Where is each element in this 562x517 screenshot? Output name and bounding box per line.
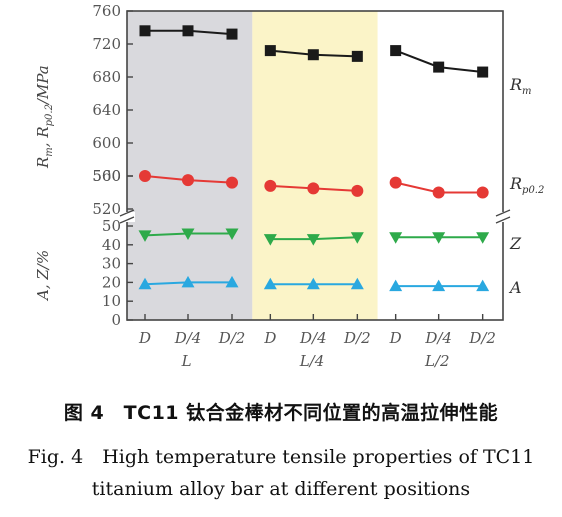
- lower-data-point: [181, 275, 195, 288]
- lower-data-point: [225, 275, 239, 288]
- lower-data-point: [389, 279, 403, 292]
- upper-data-point: [139, 170, 151, 182]
- y-tick-label: 760: [92, 2, 121, 20]
- y-tick-label: 600: [92, 134, 121, 152]
- y-tick-label: 30: [102, 255, 121, 273]
- x-tick-label: D: [389, 329, 402, 347]
- upper-data-point: [476, 186, 489, 199]
- lower-data-point: [350, 232, 364, 244]
- x-tick-label: D/4: [174, 329, 202, 347]
- axis-break-mark: [495, 209, 511, 217]
- upper-data-point: [307, 49, 319, 61]
- x-tick-label: D: [138, 329, 151, 347]
- caption-english-line1: Fig. 4 High temperature tensile properti…: [27, 446, 535, 468]
- upper-data-point: [389, 176, 402, 189]
- lower-data-point: [350, 277, 364, 290]
- x-tick-label: D/2: [218, 329, 246, 347]
- y-tick-label: 640: [92, 101, 121, 119]
- upper-data-point: [433, 61, 445, 73]
- lower-data-point: [225, 228, 239, 241]
- axis-break-mark: [119, 216, 135, 224]
- y-tick-label: 720: [92, 35, 121, 53]
- upper-data-point: [351, 50, 363, 62]
- lower-data-point: [476, 232, 490, 244]
- y-tick-label: 500: [92, 167, 121, 185]
- upper-data-point: [226, 28, 238, 40]
- y-tick-label: 0: [111, 311, 121, 329]
- upper-data-point: [264, 45, 276, 57]
- lower-data-point: [389, 232, 403, 244]
- series-label-rm: Rm: [509, 75, 532, 97]
- lower-data-point: [138, 277, 152, 290]
- y-axis-label-lower: A, Z/%: [34, 250, 52, 302]
- plot-frame: [126, 10, 504, 321]
- lower-data-point: [138, 230, 152, 242]
- lower-data-point: [263, 234, 277, 246]
- upper-data-point: [264, 179, 277, 192]
- upper-data-point: [226, 176, 238, 189]
- y-tick-label: 680: [92, 68, 121, 86]
- lower-data-point: [432, 279, 446, 292]
- x-group-label: L/4: [299, 352, 325, 370]
- y-tick-label: 520: [92, 200, 121, 218]
- upper-data-point: [390, 45, 402, 57]
- lower-data-point: [432, 232, 446, 244]
- y-axis-label-upper: Rm, Rp0.2/MPa: [34, 65, 55, 169]
- axis-break-mark: [119, 209, 135, 217]
- y-tick-label: 50: [102, 217, 121, 235]
- group-band-1: [252, 11, 378, 320]
- y-tick-label: 20: [102, 273, 121, 291]
- upper-data-point: [351, 184, 364, 197]
- lower-data-point: [476, 279, 490, 292]
- axis-break-mark: [495, 216, 511, 224]
- upper-data-point: [139, 25, 151, 37]
- axis-break-gap: [495, 212, 511, 222]
- lower-data-point: [306, 277, 320, 290]
- axis-break-gap: [119, 212, 135, 222]
- x-tick-label: D/2: [343, 329, 371, 347]
- x-group-label: L: [181, 352, 192, 370]
- upper-data-point: [182, 174, 194, 187]
- series-label-rp02: Rp0.2: [509, 174, 544, 196]
- upper-data-point: [182, 25, 194, 37]
- y-tick-label: 10: [102, 292, 121, 310]
- lower-data-point: [263, 277, 277, 290]
- x-tick-label: D/4: [299, 329, 327, 347]
- x-group-label: L/2: [424, 352, 450, 370]
- x-tick-label: D/2: [468, 329, 496, 347]
- y-tick-label: 40: [102, 236, 121, 254]
- upper-data-point: [432, 186, 445, 199]
- upper-data-point: [307, 182, 320, 195]
- lower-data-point: [181, 228, 195, 241]
- y-tick-label: 560: [92, 167, 121, 185]
- caption-english-line2: titanium alloy bar at different position…: [91, 478, 471, 500]
- caption-chinese: 图 4 TC11 钛合金棒材不同位置的高温拉伸性能: [63, 402, 499, 424]
- x-tick-label: D/4: [424, 329, 452, 347]
- x-tick-label: D: [263, 329, 276, 347]
- group-band-2: [377, 11, 503, 320]
- series-label-z: Z: [509, 234, 522, 253]
- group-band-0: [127, 11, 253, 320]
- upper-data-point: [477, 66, 489, 78]
- series-label-a: A: [508, 278, 522, 297]
- lower-data-point: [306, 234, 320, 246]
